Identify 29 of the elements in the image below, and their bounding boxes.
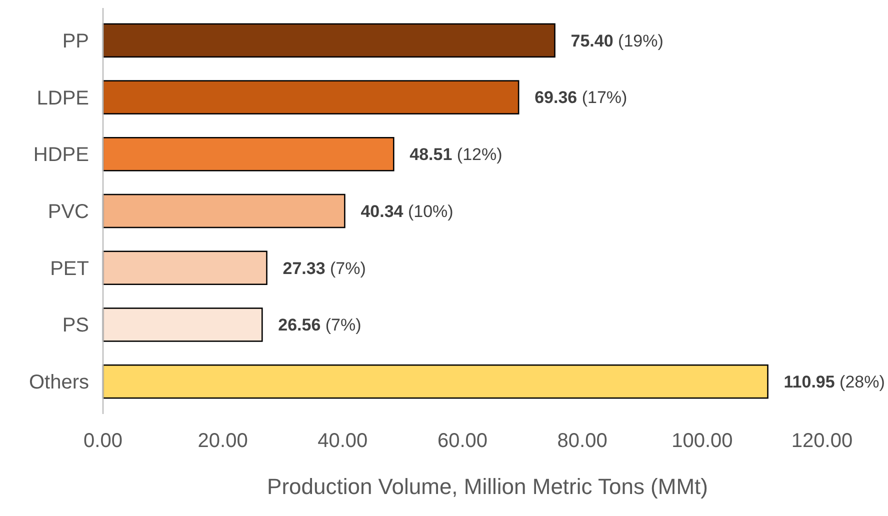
data-label: 48.51 (12%)	[410, 145, 502, 164]
data-label: 26.56 (7%)	[278, 316, 362, 335]
x-tick-label: 20.00	[198, 430, 248, 452]
y-tick-label: PS	[62, 314, 89, 337]
data-label: 69.36 (17%)	[534, 88, 628, 108]
y-tick-label: PP	[62, 30, 89, 52]
x-tick-label: 0.00	[84, 430, 122, 452]
x-tick-label: 80.00	[557, 430, 608, 452]
bar	[102, 137, 394, 172]
y-tick-label: Others	[28, 372, 89, 394]
y-tick-label: LDPE	[36, 87, 89, 110]
y-tick-label: HDPE	[33, 144, 89, 166]
data-label: 27.33 (7%)	[282, 258, 366, 278]
bar	[102, 364, 768, 399]
data-label: 40.34 (10%)	[360, 202, 454, 221]
data-label: 75.40 (19%)	[570, 31, 664, 50]
bar	[102, 250, 268, 285]
data-label: 110.95 (28%)	[784, 372, 885, 392]
bar	[102, 23, 556, 58]
bar	[102, 308, 263, 342]
y-tick-label: PVC	[48, 201, 89, 223]
x-tick-label: 100.00	[672, 430, 733, 452]
bar	[102, 80, 520, 114]
x-tick-label: 60.00	[437, 430, 488, 452]
bar	[102, 194, 346, 228]
x-tick-label: 120.00	[791, 430, 853, 452]
x-tick-label: 40.00	[318, 430, 368, 452]
x-axis-title: Production Volume, Million Metric Tons (MMt)	[267, 474, 708, 499]
y-tick-label: PET	[50, 258, 89, 280]
